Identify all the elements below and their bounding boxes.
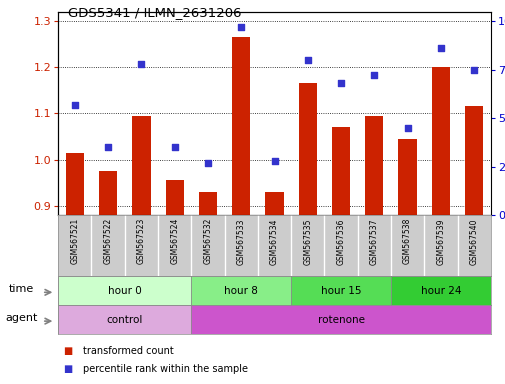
Text: rotenone: rotenone xyxy=(317,314,364,325)
Text: transformed count: transformed count xyxy=(83,346,174,356)
Text: GSM567537: GSM567537 xyxy=(369,218,378,265)
Text: GSM567540: GSM567540 xyxy=(469,218,478,265)
Bar xyxy=(290,276,390,305)
Text: GDS5341 / ILMN_2631206: GDS5341 / ILMN_2631206 xyxy=(68,6,241,19)
Point xyxy=(270,158,278,164)
Point xyxy=(170,144,178,150)
Bar xyxy=(191,305,490,334)
Text: GSM567535: GSM567535 xyxy=(302,218,312,265)
Bar xyxy=(198,192,217,215)
Point xyxy=(370,73,378,79)
Text: GSM567522: GSM567522 xyxy=(104,218,113,264)
Text: hour 8: hour 8 xyxy=(224,286,258,296)
Point xyxy=(237,24,245,30)
Point xyxy=(403,125,411,131)
Text: GSM567539: GSM567539 xyxy=(435,218,444,265)
Bar xyxy=(365,116,383,215)
Text: GSM567521: GSM567521 xyxy=(70,218,79,264)
Bar xyxy=(331,127,349,215)
Point xyxy=(436,45,444,51)
Bar xyxy=(397,139,416,215)
Text: GSM567524: GSM567524 xyxy=(170,218,179,265)
Text: time: time xyxy=(9,285,34,295)
Bar xyxy=(165,180,183,215)
Bar xyxy=(298,83,316,215)
Bar xyxy=(99,171,117,215)
Text: GSM567534: GSM567534 xyxy=(270,218,278,265)
Point xyxy=(303,57,311,63)
Point xyxy=(336,80,344,86)
Bar xyxy=(58,276,191,305)
Bar xyxy=(66,152,84,215)
Text: control: control xyxy=(107,314,142,325)
Bar xyxy=(132,116,150,215)
Text: GSM567536: GSM567536 xyxy=(336,218,345,265)
Text: hour 0: hour 0 xyxy=(108,286,141,296)
Point xyxy=(71,101,79,108)
Text: GSM567532: GSM567532 xyxy=(203,218,212,265)
Bar xyxy=(431,67,449,215)
Text: hour 24: hour 24 xyxy=(420,286,460,296)
Text: agent: agent xyxy=(6,313,38,323)
Bar xyxy=(265,192,283,215)
Point xyxy=(469,66,477,73)
Point xyxy=(104,144,112,150)
Point xyxy=(204,160,212,166)
Point xyxy=(137,61,145,67)
Text: ■: ■ xyxy=(63,364,72,374)
Bar xyxy=(58,305,191,334)
Text: GSM567523: GSM567523 xyxy=(137,218,145,265)
Bar xyxy=(390,276,490,305)
Bar xyxy=(191,276,290,305)
Text: ■: ■ xyxy=(63,346,72,356)
Text: GSM567538: GSM567538 xyxy=(402,218,411,265)
Bar xyxy=(464,106,482,215)
Text: hour 15: hour 15 xyxy=(320,286,361,296)
Text: percentile rank within the sample: percentile rank within the sample xyxy=(83,364,248,374)
Bar xyxy=(232,37,250,215)
Text: GSM567533: GSM567533 xyxy=(236,218,245,265)
